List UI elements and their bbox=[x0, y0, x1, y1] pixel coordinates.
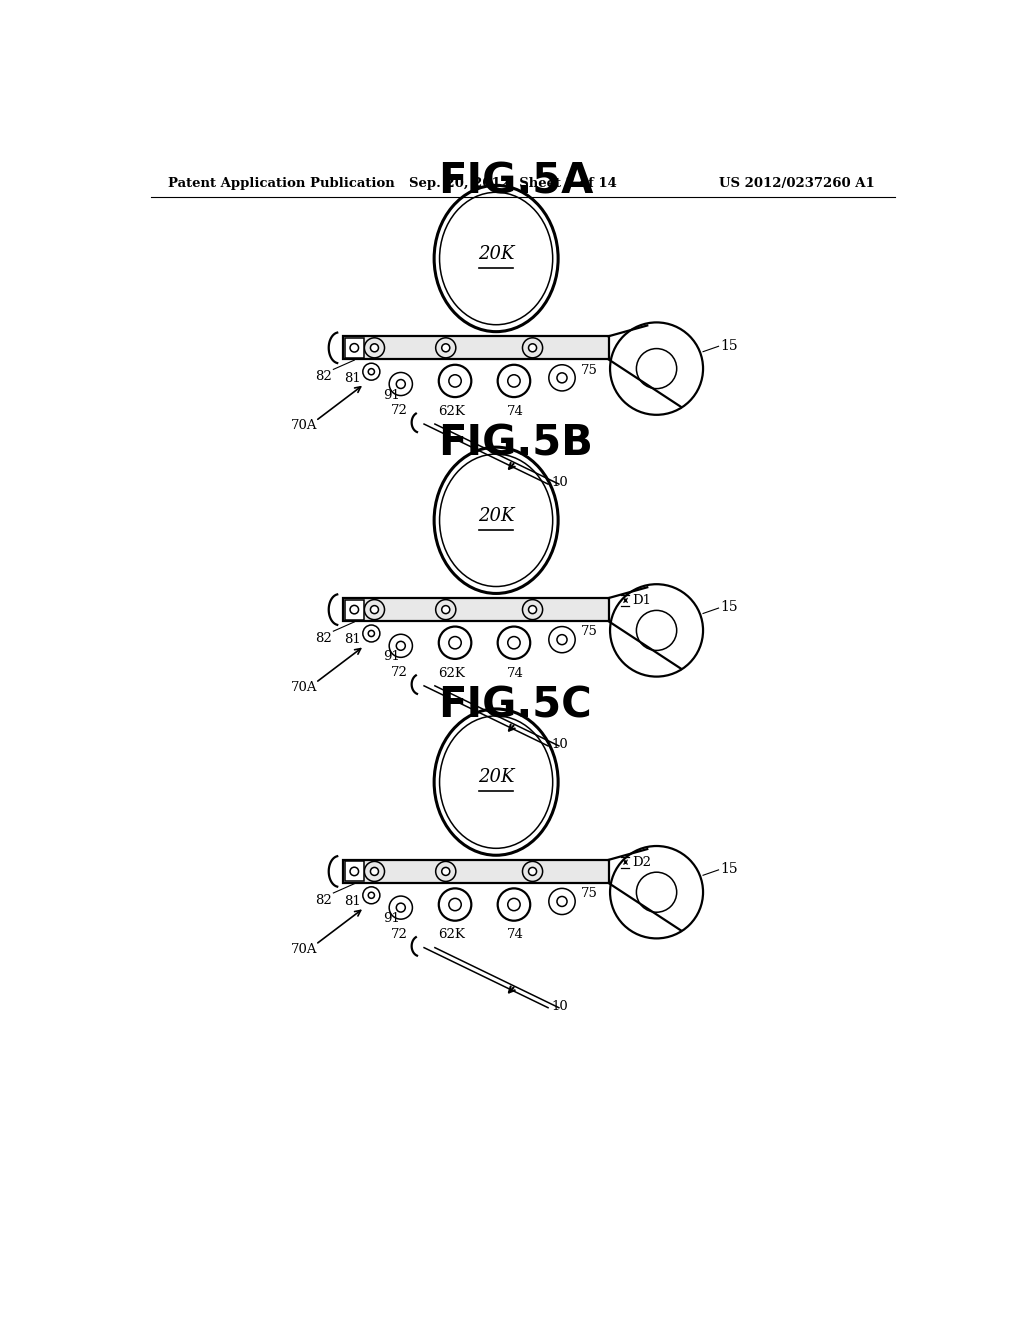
Circle shape bbox=[362, 363, 380, 380]
Text: 20K: 20K bbox=[478, 246, 514, 263]
Circle shape bbox=[435, 862, 456, 882]
Circle shape bbox=[498, 888, 530, 921]
Circle shape bbox=[549, 627, 575, 653]
Circle shape bbox=[365, 599, 385, 619]
Bar bbox=[343, 598, 608, 622]
Bar bbox=[343, 859, 608, 883]
Text: US 2012/0237260 A1: US 2012/0237260 A1 bbox=[719, 177, 874, 190]
Circle shape bbox=[435, 599, 456, 619]
Text: 70A: 70A bbox=[291, 942, 317, 956]
Text: 91: 91 bbox=[383, 651, 399, 664]
Text: Sep. 20, 2012  Sheet 3 of 14: Sep. 20, 2012 Sheet 3 of 14 bbox=[409, 177, 616, 190]
Text: 72: 72 bbox=[391, 928, 408, 941]
Text: 82: 82 bbox=[315, 370, 332, 383]
Circle shape bbox=[369, 368, 375, 375]
Circle shape bbox=[362, 887, 380, 904]
Text: 15: 15 bbox=[720, 862, 737, 876]
Circle shape bbox=[508, 899, 520, 911]
Text: 70A: 70A bbox=[291, 418, 317, 432]
Circle shape bbox=[389, 635, 413, 657]
Text: 74: 74 bbox=[507, 928, 524, 941]
Circle shape bbox=[371, 867, 379, 875]
Circle shape bbox=[528, 867, 537, 875]
Bar bbox=[345, 862, 364, 882]
Text: 91: 91 bbox=[383, 912, 399, 925]
Text: FIG.5B: FIG.5B bbox=[438, 422, 593, 465]
Circle shape bbox=[371, 343, 379, 352]
Text: 75: 75 bbox=[581, 626, 597, 639]
Circle shape bbox=[435, 338, 456, 358]
Text: 72: 72 bbox=[391, 404, 408, 417]
Text: 75: 75 bbox=[581, 887, 597, 900]
Text: 10: 10 bbox=[551, 477, 568, 490]
Circle shape bbox=[365, 338, 385, 358]
Text: Patent Application Publication: Patent Application Publication bbox=[168, 177, 395, 190]
Text: 82: 82 bbox=[315, 632, 332, 645]
Text: 75: 75 bbox=[581, 363, 597, 376]
Text: FIG.5A: FIG.5A bbox=[438, 161, 593, 202]
Text: 62K: 62K bbox=[438, 928, 465, 941]
Circle shape bbox=[508, 636, 520, 649]
Circle shape bbox=[441, 343, 450, 352]
Text: 81: 81 bbox=[344, 895, 361, 908]
Text: 10: 10 bbox=[551, 1001, 568, 1012]
Text: FIG.5C: FIG.5C bbox=[438, 684, 592, 726]
Circle shape bbox=[449, 636, 461, 649]
Circle shape bbox=[371, 606, 379, 614]
Circle shape bbox=[389, 372, 413, 396]
Circle shape bbox=[449, 375, 461, 387]
Circle shape bbox=[522, 599, 543, 619]
Circle shape bbox=[557, 635, 567, 644]
Circle shape bbox=[441, 606, 450, 614]
Circle shape bbox=[498, 627, 530, 659]
Bar bbox=[343, 337, 608, 359]
Circle shape bbox=[549, 888, 575, 915]
Circle shape bbox=[362, 626, 380, 642]
Text: 74: 74 bbox=[507, 667, 524, 680]
Text: 20K: 20K bbox=[478, 768, 514, 787]
Circle shape bbox=[438, 888, 471, 921]
Circle shape bbox=[350, 606, 358, 614]
Circle shape bbox=[522, 338, 543, 358]
Circle shape bbox=[441, 867, 450, 875]
Text: 82: 82 bbox=[315, 894, 332, 907]
Text: 15: 15 bbox=[720, 338, 737, 352]
Circle shape bbox=[557, 372, 567, 383]
Circle shape bbox=[438, 627, 471, 659]
Text: 74: 74 bbox=[507, 405, 524, 418]
Circle shape bbox=[369, 892, 375, 899]
Circle shape bbox=[396, 380, 406, 388]
Circle shape bbox=[396, 903, 406, 912]
Text: 20K: 20K bbox=[478, 507, 514, 524]
Bar bbox=[345, 338, 364, 358]
Circle shape bbox=[498, 364, 530, 397]
Text: D1: D1 bbox=[632, 594, 650, 607]
Text: 81: 81 bbox=[344, 634, 361, 647]
Text: 15: 15 bbox=[720, 601, 737, 614]
Bar bbox=[345, 599, 364, 619]
Text: 91: 91 bbox=[383, 388, 399, 401]
Circle shape bbox=[528, 343, 537, 352]
Circle shape bbox=[396, 642, 406, 651]
Text: 81: 81 bbox=[344, 372, 361, 384]
Text: 72: 72 bbox=[391, 665, 408, 678]
Circle shape bbox=[438, 364, 471, 397]
Circle shape bbox=[369, 631, 375, 636]
Text: 70A: 70A bbox=[291, 681, 317, 694]
Circle shape bbox=[522, 862, 543, 882]
Circle shape bbox=[449, 899, 461, 911]
Circle shape bbox=[350, 867, 358, 875]
Circle shape bbox=[549, 364, 575, 391]
Text: 10: 10 bbox=[551, 738, 568, 751]
Circle shape bbox=[389, 896, 413, 919]
Text: 62K: 62K bbox=[438, 667, 465, 680]
Circle shape bbox=[350, 343, 358, 352]
Circle shape bbox=[508, 375, 520, 387]
Text: 62K: 62K bbox=[438, 405, 465, 418]
Circle shape bbox=[557, 896, 567, 907]
Circle shape bbox=[528, 606, 537, 614]
Circle shape bbox=[365, 862, 385, 882]
Text: D2: D2 bbox=[632, 855, 650, 869]
